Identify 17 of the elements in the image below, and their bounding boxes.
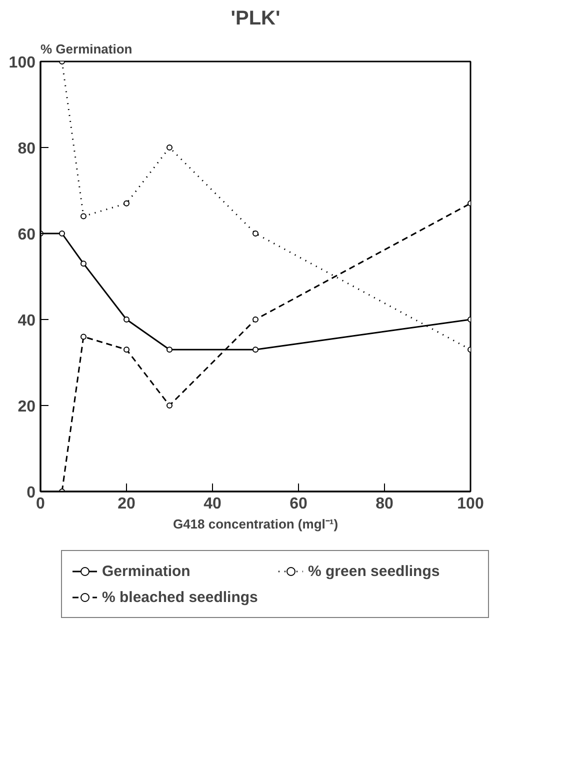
- y-tick-label: 100: [8, 54, 36, 72]
- legend-label: Germination: [102, 562, 192, 580]
- x-tick-label: 80: [376, 496, 394, 512]
- y-tick-label: 60: [18, 226, 36, 244]
- y-tick-label: 20: [18, 398, 36, 416]
- x-tick-label: 100: [457, 496, 484, 512]
- y-tick-label: 80: [18, 140, 36, 158]
- legend-label: % green seedlings: [308, 562, 441, 580]
- y-tick-label: 0: [26, 484, 36, 502]
- chart-title: 'PLK': [230, 8, 280, 30]
- y-axis-title: % Germination: [40, 42, 132, 56]
- y-tick-label: 40: [18, 312, 36, 330]
- x-tick-label: 20: [118, 496, 136, 512]
- legend-label: % bleached seedlings: [102, 588, 259, 606]
- x-axis-title: G418 concentration (mgl⁻¹): [172, 516, 338, 532]
- x-tick-label: 40: [204, 496, 222, 512]
- x-tick-label: 60: [290, 496, 308, 512]
